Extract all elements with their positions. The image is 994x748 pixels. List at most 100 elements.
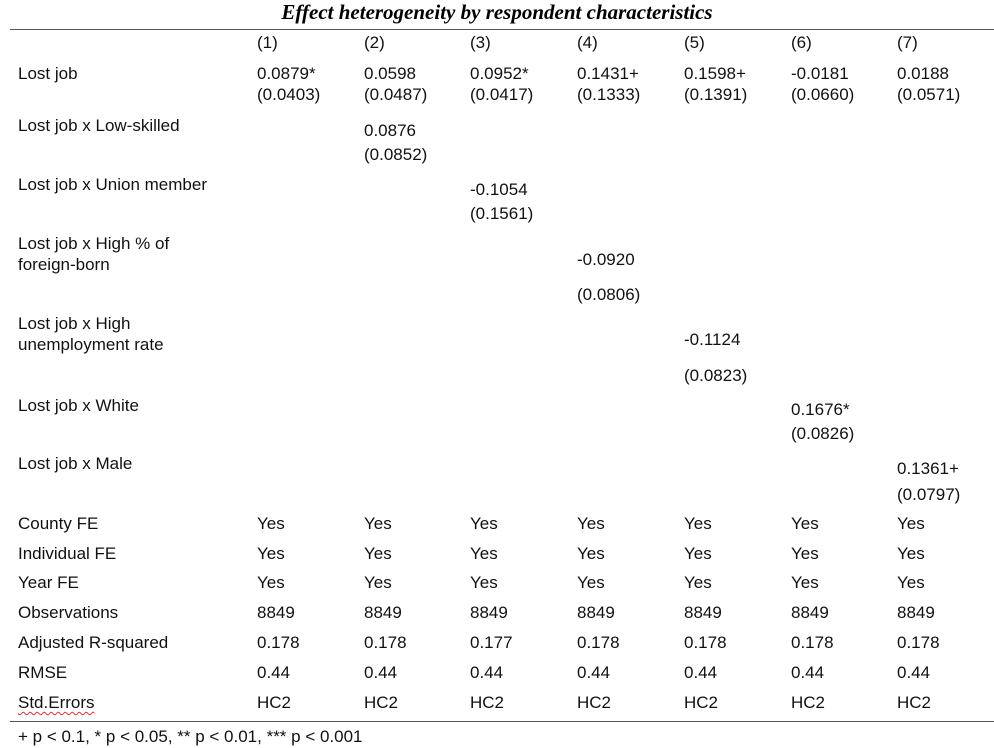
stat-cell: Yes bbox=[791, 544, 819, 563]
coefficient-cell: 0.0188 bbox=[897, 64, 949, 83]
stat-cell: Yes bbox=[257, 573, 285, 592]
stat-cell: Yes bbox=[364, 514, 392, 533]
coefficient-cell: 0.1598+ bbox=[684, 64, 746, 83]
row-label: foreign-born bbox=[18, 255, 110, 274]
row-label: Individual FE bbox=[18, 544, 117, 563]
stat-cell: Yes bbox=[577, 514, 605, 533]
stat-cell: 8849 bbox=[470, 603, 508, 622]
std-error-cell: (0.1391) bbox=[684, 85, 748, 104]
stat-cell: 0.178 bbox=[577, 633, 620, 652]
stat-cell: Yes bbox=[791, 573, 819, 592]
stat-cell: Yes bbox=[470, 544, 498, 563]
row-label: Std.Errors bbox=[18, 693, 95, 712]
stat-cell: 0.178 bbox=[897, 633, 940, 652]
stat-cell: HC2 bbox=[364, 693, 399, 712]
row-label: Lost job x White bbox=[18, 396, 139, 415]
stat-cell: Yes bbox=[897, 573, 925, 592]
stat-cell: 0.44 bbox=[364, 663, 398, 682]
stat-cell: HC2 bbox=[577, 693, 612, 712]
stat-cell: Yes bbox=[470, 573, 498, 592]
row-label: Adjusted R-squared bbox=[18, 633, 169, 652]
stat-cell: Yes bbox=[684, 544, 712, 563]
column-header: (5) bbox=[684, 33, 705, 52]
stat-cell: 0.44 bbox=[684, 663, 718, 682]
column-header: (4) bbox=[577, 33, 598, 52]
column-header: (2) bbox=[364, 33, 385, 52]
stat-cell: Yes bbox=[257, 514, 285, 533]
std-error-cell: (0.0823) bbox=[684, 366, 748, 385]
coefficient-cell: 0.1431+ bbox=[577, 64, 639, 83]
std-error-cell: (0.0417) bbox=[470, 85, 534, 104]
stat-cell: HC2 bbox=[470, 693, 505, 712]
stat-cell: Yes bbox=[257, 544, 285, 563]
row-label: Observations bbox=[18, 603, 119, 622]
stat-cell: 0.177 bbox=[470, 633, 513, 652]
std-error-cell: (0.0797) bbox=[897, 485, 961, 504]
row-label: Lost job x Low-skilled bbox=[18, 116, 180, 135]
row-label: Lost job x Male bbox=[18, 454, 133, 473]
row-label: Lost job bbox=[18, 64, 78, 83]
stat-cell: 8849 bbox=[257, 603, 295, 622]
row-label: Year FE bbox=[18, 573, 79, 592]
std-error-cell: (0.0571) bbox=[897, 85, 961, 104]
stat-cell: 0.44 bbox=[257, 663, 291, 682]
stat-cell: 0.178 bbox=[791, 633, 834, 652]
significance-footnote: + p < 0.1, * p < 0.05, ** p < 0.01, *** … bbox=[18, 727, 363, 746]
row-label: RMSE bbox=[18, 663, 68, 682]
column-header: (3) bbox=[470, 33, 491, 52]
table-title: Effect heterogeneity by respondent chara… bbox=[281, 0, 713, 24]
stat-cell: HC2 bbox=[791, 693, 826, 712]
stat-cell: Yes bbox=[684, 573, 712, 592]
stat-cell: Yes bbox=[684, 514, 712, 533]
std-error-cell: (0.1333) bbox=[577, 85, 641, 104]
std-error-cell: (0.0806) bbox=[577, 285, 641, 304]
stat-cell: HC2 bbox=[897, 693, 932, 712]
std-error-cell: (0.1561) bbox=[470, 204, 534, 223]
stat-cell: 8849 bbox=[791, 603, 829, 622]
stat-cell: Yes bbox=[791, 514, 819, 533]
stat-cell: 8849 bbox=[364, 603, 402, 622]
stat-cell: Yes bbox=[577, 573, 605, 592]
stat-cell: 0.44 bbox=[897, 663, 931, 682]
stat-cell: 8849 bbox=[897, 603, 935, 622]
stat-cell: 0.44 bbox=[577, 663, 611, 682]
std-error-cell: (0.0403) bbox=[257, 85, 321, 104]
std-error-cell: (0.0852) bbox=[364, 145, 428, 164]
stat-cell: Yes bbox=[897, 514, 925, 533]
column-header: (6) bbox=[791, 33, 812, 52]
row-label: Lost job x High % of bbox=[18, 234, 170, 253]
stat-cell: HC2 bbox=[684, 693, 719, 712]
stat-cell: Yes bbox=[364, 544, 392, 563]
stat-cell: 0.44 bbox=[470, 663, 504, 682]
row-label: Lost job x High bbox=[18, 314, 131, 333]
coefficient-cell: 0.0598 bbox=[364, 64, 416, 83]
stat-cell: HC2 bbox=[257, 693, 292, 712]
stat-cell: 8849 bbox=[577, 603, 615, 622]
column-header: (1) bbox=[257, 33, 278, 52]
row-label: County FE bbox=[18, 514, 99, 533]
row-label: unemployment rate bbox=[18, 335, 164, 354]
coefficient-cell: -0.0181 bbox=[791, 64, 849, 83]
coefficient-cell: 0.1361+ bbox=[897, 459, 959, 478]
column-header: (7) bbox=[897, 33, 918, 52]
std-error-cell: (0.0487) bbox=[364, 85, 428, 104]
stat-cell: Yes bbox=[364, 573, 392, 592]
coefficient-cell: 0.0952* bbox=[470, 64, 529, 83]
coefficient-cell: -0.1124 bbox=[684, 330, 741, 349]
stat-cell: 0.178 bbox=[364, 633, 407, 652]
stat-cell: 0.178 bbox=[684, 633, 727, 652]
coefficient-cell: 0.1676* bbox=[791, 400, 850, 419]
stat-cell: 0.44 bbox=[791, 663, 825, 682]
row-label: Lost job x Union member bbox=[18, 175, 207, 194]
stat-cell: 8849 bbox=[684, 603, 722, 622]
stat-cell: 0.178 bbox=[257, 633, 300, 652]
coefficient-cell: 0.0876 bbox=[364, 121, 416, 140]
stat-cell: Yes bbox=[470, 514, 498, 533]
stat-cell: Yes bbox=[897, 544, 925, 563]
std-error-cell: (0.0660) bbox=[791, 85, 855, 104]
top-rule bbox=[10, 29, 994, 30]
coefficient-cell: -0.0920 bbox=[577, 250, 635, 269]
coefficient-cell: 0.0879* bbox=[257, 64, 316, 83]
std-error-cell: (0.0826) bbox=[791, 424, 855, 443]
stat-cell: Yes bbox=[577, 544, 605, 563]
